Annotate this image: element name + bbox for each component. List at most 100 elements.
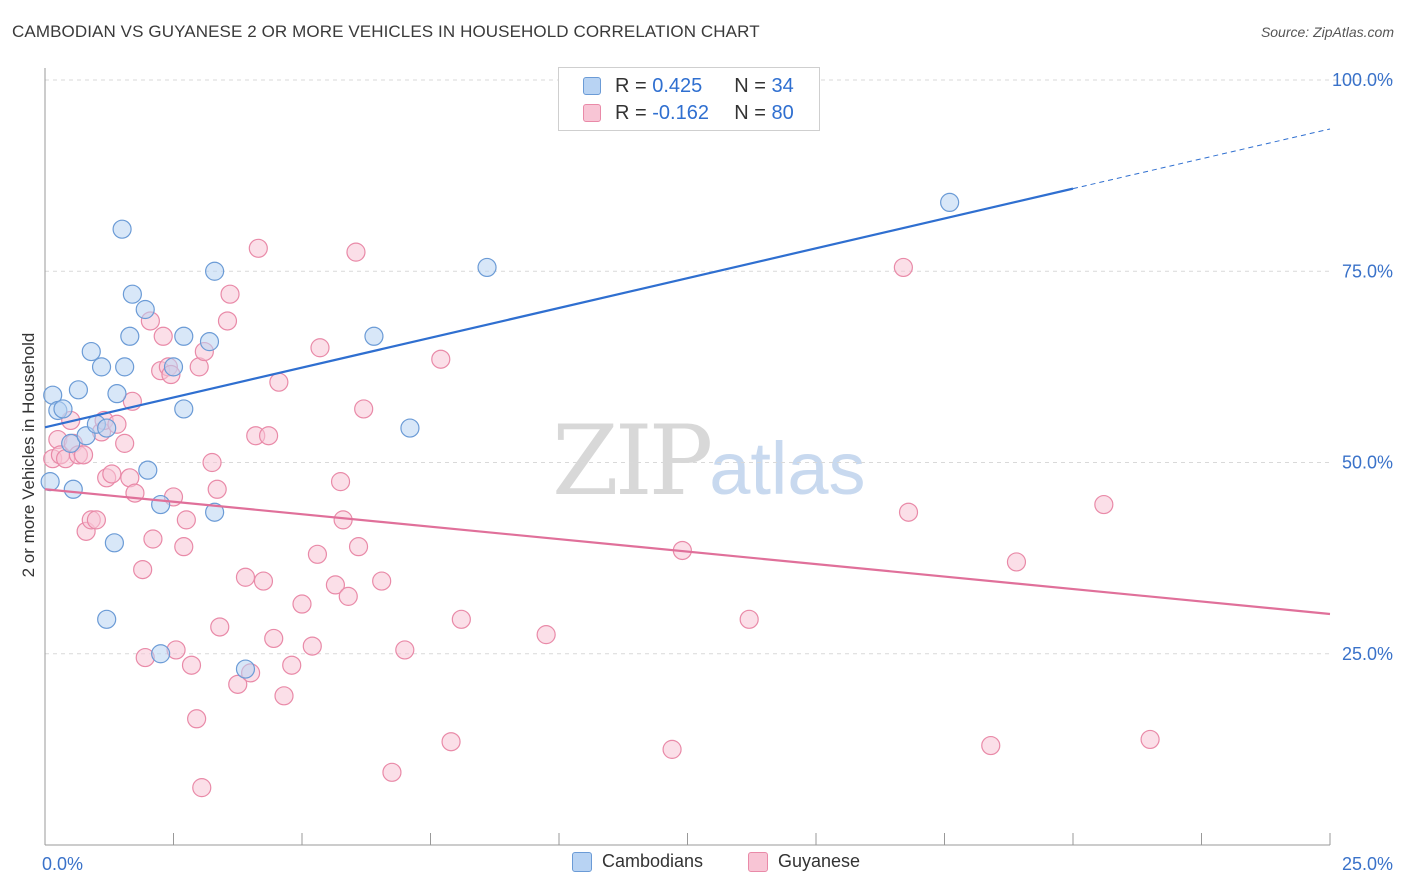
- guyanese-point: [354, 399, 374, 419]
- legend-n-value: 80: [771, 101, 794, 124]
- legend-row-guyanese: R = -0.162 N = 80: [583, 101, 794, 125]
- cambodians-point: [122, 284, 142, 304]
- guyanese-point: [1094, 494, 1114, 515]
- cambodians-point: [112, 219, 132, 239]
- chart-title: CAMBODIAN VS GUYANESE 2 OR MORE VEHICLES…: [12, 22, 760, 41]
- guyanese-point: [143, 529, 163, 549]
- guyanese-point: [235, 567, 256, 587]
- guyanese-point: [431, 349, 451, 369]
- bottom-legend-label-guyanese: Guyanese: [778, 851, 861, 871]
- guyanese-point: [330, 472, 351, 492]
- cambodians-point: [235, 659, 256, 679]
- guyanese-point: [102, 464, 122, 484]
- cambodians-point: [205, 261, 225, 281]
- guyanese-point: [228, 674, 248, 694]
- cambodians-point: [63, 479, 83, 499]
- guyanese-point: [372, 571, 392, 591]
- guyanese-point: [536, 625, 556, 645]
- bottom-legend-swatch-cambodians: [572, 851, 592, 872]
- guyanese-point: [348, 537, 369, 557]
- guyanese-point: [176, 510, 196, 530]
- legend-n-label: N =: [734, 74, 766, 97]
- legend-r-label: R =: [615, 74, 647, 97]
- guyanese-point: [133, 559, 153, 580]
- guyanese-point: [253, 571, 274, 591]
- guyanese-point: [220, 284, 240, 304]
- cambodians-point: [97, 418, 117, 438]
- cambodians-point: [163, 357, 184, 377]
- source-label: Source: ZipAtlas.com: [1260, 24, 1394, 40]
- guyanese-point: [274, 686, 294, 706]
- y-axis-label: 2 or more Vehicles in Household: [19, 333, 38, 578]
- guyanese-point: [302, 636, 322, 656]
- guyanese-point: [248, 238, 268, 258]
- guyanese-point: [1140, 729, 1160, 750]
- cambodians-point: [151, 644, 171, 664]
- cambodians-point: [68, 380, 89, 400]
- cambodians-point: [115, 357, 135, 377]
- cambodians-trend-extension: [1072, 128, 1331, 190]
- guyanese-point: [893, 257, 913, 278]
- guyanese-point: [187, 709, 207, 729]
- cambodians-trend-line: [44, 187, 1074, 429]
- guyanese-point: [338, 586, 358, 606]
- guyanese-point: [86, 510, 107, 530]
- cambodians-point: [120, 326, 140, 346]
- cambodians-point: [174, 399, 194, 419]
- guyanese-point: [981, 735, 1001, 756]
- guyanese-point: [210, 617, 230, 637]
- guyanese-point: [258, 426, 279, 446]
- legend-n-label: N =: [734, 101, 766, 124]
- guyanese-point: [451, 609, 471, 629]
- guyanese-point: [217, 311, 238, 331]
- y-tick-label: 75.0%: [1342, 261, 1393, 281]
- bottom-legend-swatch-guyanese: [748, 851, 768, 872]
- guyanese-point: [739, 609, 759, 629]
- legend-r-label: R =: [615, 101, 647, 124]
- cambodians-point: [174, 326, 194, 346]
- legend-r-value: -0.162: [652, 101, 709, 124]
- legend-swatch-guyanese: [583, 104, 601, 122]
- guyanese-point: [395, 640, 415, 660]
- watermark-zip: ZIP: [552, 405, 713, 517]
- cambodians-point: [61, 433, 81, 453]
- y-tick-label: 25.0%: [1342, 644, 1393, 664]
- cambodians-point: [97, 609, 117, 629]
- guyanese-point: [382, 762, 402, 782]
- guyanese-point: [662, 739, 682, 759]
- cambodians-point: [107, 384, 127, 404]
- cambodians-point: [53, 399, 73, 419]
- guyanese-point: [292, 594, 312, 614]
- y-tick-label: 50.0%: [1342, 453, 1393, 473]
- guyanese-point: [310, 338, 330, 358]
- cambodians-point: [205, 502, 225, 522]
- bottom-legend-cambodians: Cambodians: [572, 851, 703, 872]
- guyanese-point: [115, 433, 135, 453]
- cambodians-point: [477, 257, 497, 278]
- cambodians-point: [104, 533, 124, 553]
- guyanese-point: [192, 778, 212, 798]
- guyanese-point: [346, 242, 366, 262]
- legend-n-value: 34: [771, 74, 794, 97]
- guyanese-point: [441, 732, 461, 752]
- x-tick-label: 0.0%: [42, 854, 83, 874]
- bottom-legend-guyanese: Guyanese: [748, 851, 860, 872]
- x-tick-label: 25.0%: [1342, 854, 1393, 874]
- legend: R = 0.425 N = 34 R = -0.162 N = 80: [558, 67, 820, 131]
- guyanese-point: [898, 502, 919, 522]
- guyanese-point: [174, 537, 194, 557]
- cambodians-point: [91, 357, 112, 377]
- watermark-atlas: atlas: [709, 427, 866, 510]
- cambodians-point: [400, 418, 420, 438]
- guyanese-point: [282, 655, 302, 675]
- bottom-legend-label-cambodians: Cambodians: [602, 851, 704, 871]
- guyanese-point: [264, 628, 284, 649]
- cambodians-point: [364, 326, 384, 346]
- cambodians-point: [81, 341, 101, 362]
- cambodians-point: [40, 472, 60, 492]
- cambodians-point: [138, 460, 158, 480]
- guyanese-point: [207, 479, 227, 499]
- legend-r-value: 0.425: [652, 74, 703, 97]
- guyanese-point: [73, 445, 94, 465]
